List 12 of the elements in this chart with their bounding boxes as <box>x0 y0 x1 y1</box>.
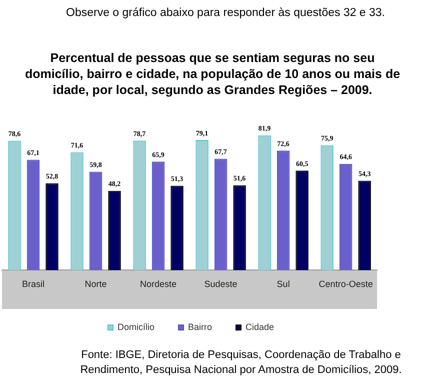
source-note: Fonte: IBGE, Diretoria de Pesquisas, Coordenação de Trabalho e Rendimento, Pesquisa Nacional por Amostra de Domicílios, 2009. <box>79 348 403 378</box>
chart-title: Percentual de pessoas que se sentiam seguras no seu domicílio, bairro e cidade, na população de 10 anos ou mais de idade, por local, segundo as Grandes Regiões – 2009. <box>24 50 402 98</box>
x-tick-label: Centro-Oeste <box>318 279 373 290</box>
x-tick-label: Nordeste <box>140 279 177 290</box>
x-tick-label: Sudeste <box>204 279 238 290</box>
legend-label: Domicílio <box>117 322 154 332</box>
x-tick-label: Brasil <box>22 279 45 290</box>
legend-label: Bairro <box>188 322 212 332</box>
text: Observe o gráfico abaixo para responder às questões 32 e 33. <box>66 6 386 21</box>
legend-label: Cidade <box>245 322 274 332</box>
x-tick-label: Sul <box>276 279 290 290</box>
x-tick-label: Norte <box>84 279 107 290</box>
